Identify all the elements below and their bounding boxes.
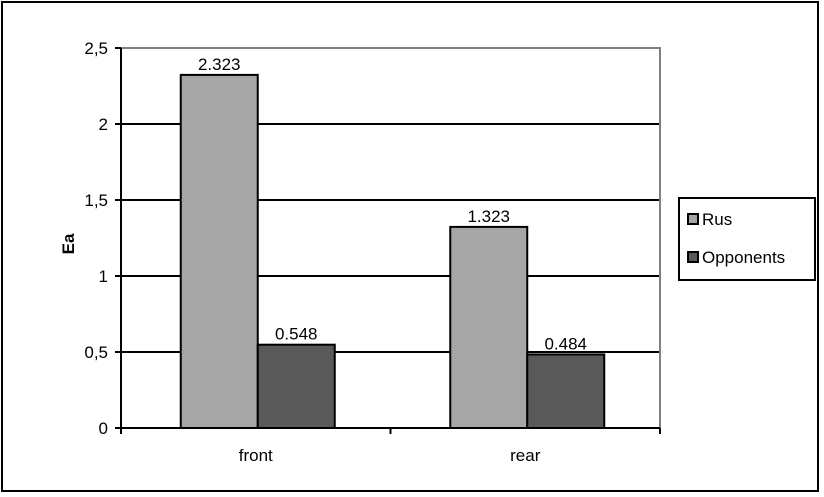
y-axis-label: Ea — [59, 233, 78, 254]
bar-opponents-rear — [526, 353, 606, 430]
y-tick-label: 2,5 — [84, 39, 108, 58]
legend-swatch-rus — [687, 213, 699, 225]
y-tick-label: 1 — [99, 267, 108, 286]
y-tick-label: 0 — [99, 419, 108, 438]
x-tick-labels: front rear — [239, 446, 541, 465]
legend: Rus Opponents — [678, 197, 816, 281]
legend-swatch-opponents — [687, 251, 699, 263]
data-label: 0.548 — [275, 325, 318, 344]
bar-opponents-front — [256, 343, 336, 430]
x-tick-label: rear — [510, 446, 541, 465]
y-tick-label: 0,5 — [84, 343, 108, 362]
legend-label: Opponents — [702, 248, 785, 267]
bar-rus-rear — [449, 225, 529, 429]
legend-box — [678, 197, 816, 281]
bar-rus-front — [179, 73, 259, 430]
x-tick-label: front — [239, 446, 273, 465]
data-label: 0.484 — [544, 334, 587, 353]
data-label: 2.323 — [198, 55, 241, 74]
y-tick-labels: 0 0,5 1 1,5 2 2,5 — [84, 39, 108, 438]
y-tick-label: 2 — [99, 115, 108, 134]
legend-label: Rus — [702, 210, 732, 229]
y-tick-label: 1,5 — [84, 191, 108, 210]
data-label: 1.323 — [467, 207, 510, 226]
axes — [115, 47, 661, 434]
bars — [179, 73, 606, 430]
data-labels: 2.323 0.548 1.323 0.484 — [198, 55, 587, 354]
